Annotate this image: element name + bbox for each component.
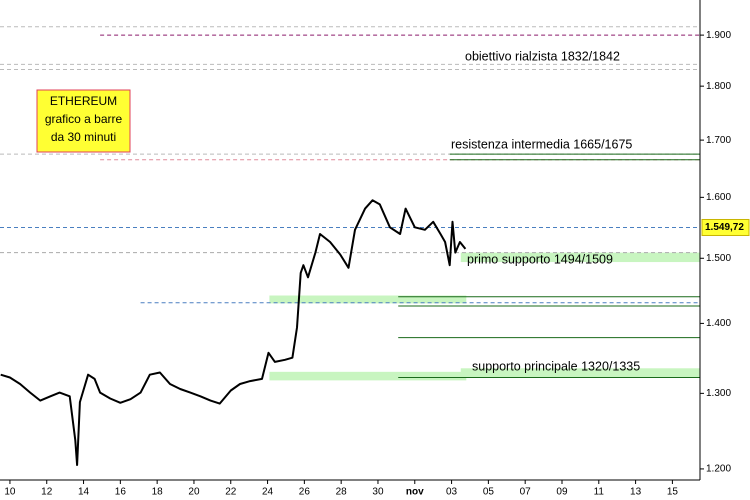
- title-box-bg: [36, 89, 131, 153]
- y-tick-label: 1.600: [706, 192, 731, 203]
- x-tick-label: 05: [483, 487, 495, 498]
- x-tick-label: 20: [188, 487, 200, 498]
- support-zone: [269, 371, 467, 381]
- title-line: ETHEREUM: [50, 94, 117, 108]
- x-tick-label: 09: [556, 487, 568, 498]
- x-tick-label: 12: [41, 487, 53, 498]
- y-tick-label: 1.900: [706, 30, 731, 41]
- x-tick-label: 18: [152, 487, 164, 498]
- y-tick-label: 1.300: [706, 388, 731, 399]
- support-zone: [460, 368, 700, 378]
- x-tick-label: 16: [115, 487, 127, 498]
- x-tick-label: 07: [520, 487, 532, 498]
- annotation: resistenza intermedia 1665/1675: [451, 137, 632, 151]
- x-tick-label: nov: [406, 487, 424, 498]
- x-tick-label: 14: [78, 487, 90, 498]
- x-tick-label: 03: [446, 487, 458, 498]
- x-tick-label: 28: [336, 487, 348, 498]
- last-price-label: 1.549,72: [705, 222, 744, 233]
- title-line: da 30 minuti: [51, 130, 116, 144]
- annotation: supporto principale 1320/1335: [472, 359, 640, 373]
- support-zone: [460, 252, 700, 263]
- y-tick-label: 1.400: [706, 318, 731, 329]
- price-line: [0, 199, 467, 466]
- title-line: grafico a barre: [45, 112, 123, 126]
- x-tick-label: 10: [4, 487, 16, 498]
- annotation: obiettivo rialzista 1832/1842: [465, 49, 620, 63]
- last-price-box: [701, 218, 750, 236]
- x-tick-label: 13: [630, 487, 642, 498]
- x-tick-label: 26: [299, 487, 311, 498]
- y-tick-label: 1.200: [706, 464, 731, 475]
- support-zone: [269, 295, 467, 304]
- y-tick-label: 1.700: [706, 135, 731, 146]
- x-tick-label: 22: [225, 487, 237, 498]
- annotation: primo supporto 1494/1509: [467, 252, 613, 266]
- y-tick-label: 1.800: [706, 81, 731, 92]
- x-tick-label: 24: [262, 487, 274, 498]
- title-box: ETHEREUM grafico a barre da 30 minuti: [36, 89, 131, 153]
- x-tick-label: 11: [594, 487, 605, 498]
- x-tick-label: 30: [372, 487, 384, 498]
- x-tick-label: 15: [667, 487, 679, 498]
- y-tick-label: 1.500: [706, 253, 731, 264]
